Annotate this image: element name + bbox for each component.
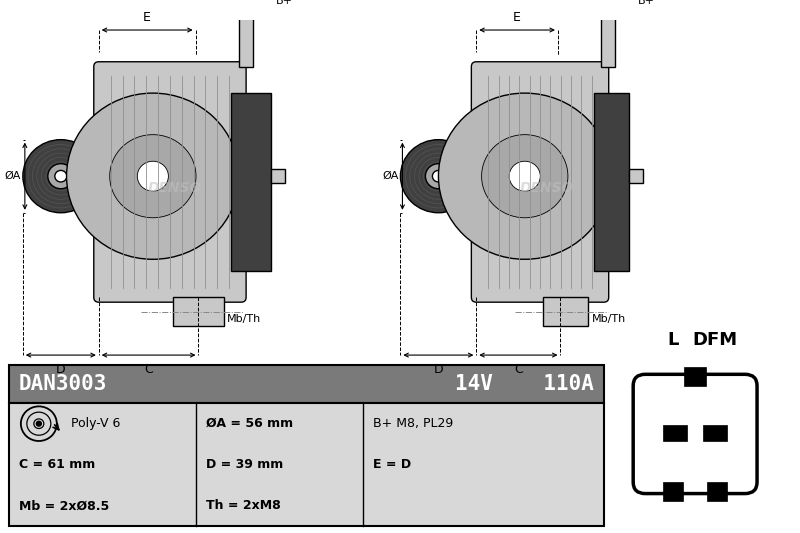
- Text: L: L: [667, 330, 679, 349]
- Text: Mb/Th: Mb/Th: [591, 314, 626, 325]
- Text: DFM: DFM: [693, 330, 738, 349]
- Text: Th = 2xM8: Th = 2xM8: [206, 499, 281, 512]
- Circle shape: [36, 421, 42, 426]
- Text: 14V    110A: 14V 110A: [455, 374, 594, 394]
- Bar: [271, 169, 285, 183]
- Text: C: C: [514, 363, 522, 376]
- Text: Poly-V 6: Poly-V 6: [70, 417, 120, 430]
- Text: ØA: ØA: [5, 171, 21, 181]
- Bar: [542, 297, 589, 326]
- Bar: [601, 9, 615, 67]
- Bar: [9, 365, 604, 403]
- Text: C: C: [144, 363, 153, 376]
- Circle shape: [433, 171, 444, 182]
- FancyBboxPatch shape: [471, 62, 609, 302]
- Bar: [684, 367, 706, 386]
- Text: E = D: E = D: [373, 458, 411, 471]
- Text: ØA: ØA: [382, 171, 398, 181]
- Text: D: D: [434, 363, 443, 376]
- Text: DENSO: DENSO: [519, 181, 574, 195]
- Text: E: E: [513, 11, 521, 24]
- Circle shape: [138, 161, 168, 191]
- Circle shape: [426, 164, 451, 189]
- Circle shape: [438, 93, 611, 259]
- Text: B+: B+: [638, 0, 655, 6]
- Text: DAN3003: DAN3003: [19, 374, 107, 394]
- FancyBboxPatch shape: [633, 374, 757, 494]
- Circle shape: [55, 171, 67, 182]
- Circle shape: [66, 93, 239, 259]
- Text: Mb = 2xØ8.5: Mb = 2xØ8.5: [19, 499, 109, 512]
- Bar: [594, 93, 630, 271]
- Bar: [231, 93, 271, 271]
- Text: E: E: [143, 11, 151, 24]
- Circle shape: [110, 135, 196, 218]
- Bar: [663, 425, 687, 441]
- Circle shape: [23, 140, 98, 213]
- Circle shape: [401, 140, 476, 213]
- Bar: [9, 403, 604, 526]
- Bar: [663, 482, 683, 501]
- Bar: [630, 169, 643, 183]
- Bar: [239, 9, 253, 67]
- Text: B+: B+: [276, 0, 293, 6]
- Circle shape: [510, 161, 540, 191]
- Text: D = 39 mm: D = 39 mm: [206, 458, 284, 471]
- Text: DENSO: DENSO: [148, 181, 202, 195]
- Bar: [707, 482, 727, 501]
- Text: B+ M8, PL29: B+ M8, PL29: [373, 417, 454, 430]
- Text: Mb/Th: Mb/Th: [227, 314, 262, 325]
- Bar: [173, 297, 224, 326]
- FancyBboxPatch shape: [94, 62, 246, 302]
- Circle shape: [482, 135, 568, 218]
- Text: ØA = 56 mm: ØA = 56 mm: [206, 417, 294, 430]
- Text: C = 61 mm: C = 61 mm: [19, 458, 95, 471]
- Text: D: D: [56, 363, 66, 376]
- Circle shape: [48, 164, 74, 189]
- Bar: [703, 425, 727, 441]
